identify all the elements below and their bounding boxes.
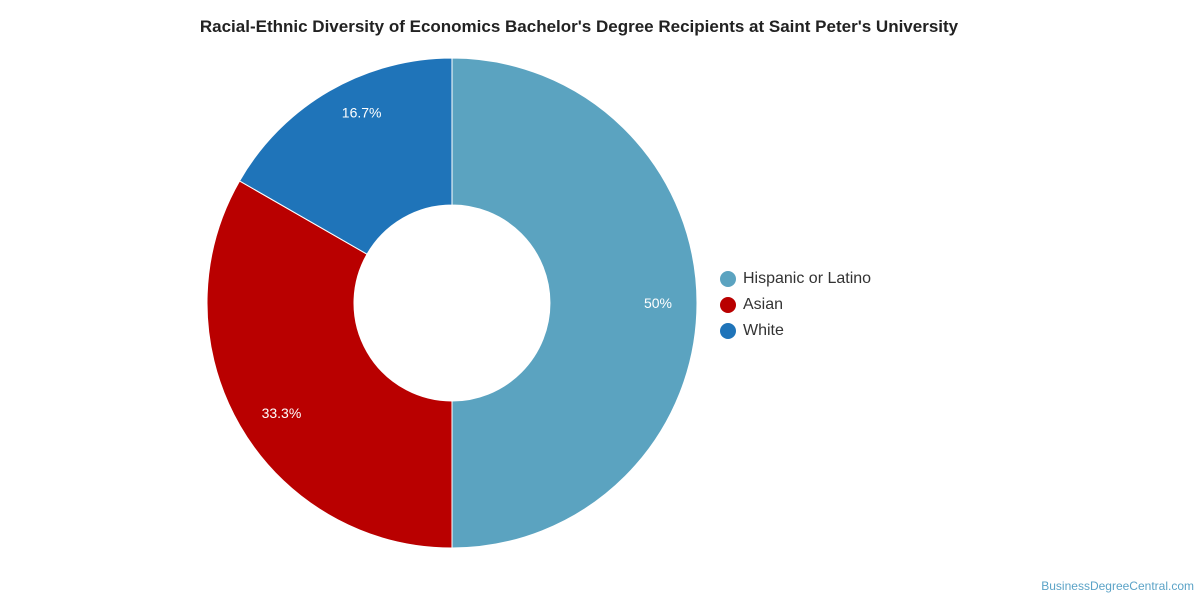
legend-swatch — [720, 297, 736, 313]
legend-label: Asian — [743, 296, 784, 313]
legend-label: Hispanic or Latino — [743, 270, 872, 287]
chart-title: Racial-Ethnic Diversity of Economics Bac… — [199, 17, 959, 36]
slice-label: 16.7% — [342, 105, 382, 121]
legend-label: White — [743, 322, 784, 339]
slice-label: 33.3% — [262, 405, 302, 421]
legend-item-white[interactable]: White — [720, 318, 871, 344]
legend: Hispanic or Latino Asian White — [720, 266, 871, 344]
slice-hispanic-or-latino[interactable] — [451, 57, 698, 549]
legend-item-asian[interactable]: Asian — [720, 292, 871, 318]
slice-asian[interactable] — [206, 180, 453, 549]
watermark[interactable]: BusinessDegreeCentral.com — [1041, 579, 1194, 593]
slice-white[interactable] — [238, 57, 453, 255]
legend-swatch — [720, 323, 736, 339]
slice-label: 50% — [644, 295, 672, 311]
legend-swatch — [720, 271, 736, 287]
legend-item-hispanic-or-latino[interactable]: Hispanic or Latino — [720, 266, 871, 292]
